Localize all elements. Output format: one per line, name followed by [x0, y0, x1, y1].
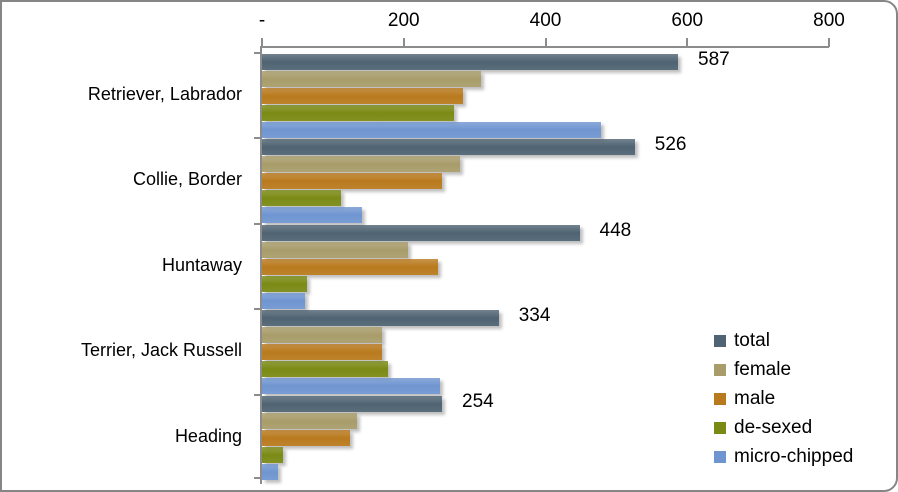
legend: total female male de-sexed micro-chipped	[714, 326, 853, 471]
legend-label: female	[734, 358, 792, 380]
bar-total	[262, 395, 443, 412]
legend-label: de-sexed	[734, 416, 813, 438]
bar-de-sexed	[262, 105, 455, 121]
x-tick-label: -	[258, 10, 266, 31]
x-axis-line	[262, 46, 829, 48]
category-label: Huntaway	[161, 254, 242, 275]
legend-swatch	[714, 421, 726, 434]
legend-item-female: female	[714, 355, 853, 384]
bar-micro-chipped	[262, 463, 279, 480]
x-tick-label: 200	[387, 10, 420, 31]
legend-label: male	[734, 387, 776, 409]
x-tick-label: 400	[529, 10, 562, 31]
category-label: Terrier, Jack Russell	[80, 340, 242, 361]
bar-male	[262, 258, 438, 275]
legend-swatch	[714, 334, 726, 347]
data-label-total: 334	[518, 305, 551, 327]
x-tick-label: 600	[671, 10, 704, 31]
bar-male	[262, 173, 443, 190]
bar-male	[262, 88, 463, 104]
legend-item-micro-chipped: micro-chipped	[714, 442, 853, 471]
bar-female	[262, 327, 383, 344]
bar-micro-chipped	[262, 122, 601, 138]
bar-female	[262, 71, 481, 87]
legend-item-total: total	[714, 326, 853, 355]
bar-total	[262, 139, 635, 156]
bar-male	[262, 344, 382, 361]
legend-label: total	[734, 329, 770, 351]
category-label: Retriever, Labrador	[87, 84, 242, 104]
x-tick-mark	[402, 38, 405, 47]
x-tick-mark	[544, 38, 547, 47]
legend-item-male: male	[714, 384, 853, 413]
x-tick-mark	[261, 38, 263, 47]
legend-label: micro-chipped	[734, 445, 854, 467]
bar-male	[262, 429, 350, 446]
bar-de-sexed	[262, 446, 284, 463]
y-tick-mark	[254, 52, 262, 54]
data-label-total: 254	[462, 390, 494, 412]
legend-swatch	[714, 392, 726, 405]
bar-total	[262, 310, 499, 327]
category-label: Collie, Border	[132, 169, 242, 190]
y-tick-mark	[254, 308, 262, 311]
legend-swatch	[714, 363, 726, 376]
legend-swatch	[714, 450, 726, 463]
bar-total	[262, 54, 679, 70]
bar-de-sexed	[262, 275, 307, 292]
bar-female	[262, 156, 460, 173]
x-tick-mark	[828, 38, 830, 47]
bar-de-sexed	[262, 190, 341, 207]
data-label-total: 448	[599, 219, 632, 241]
data-label-total: 587	[698, 49, 730, 70]
bar-micro-chipped	[262, 378, 440, 395]
y-axis-line	[260, 46, 262, 484]
bar-female	[262, 412, 357, 429]
bar-total	[262, 224, 580, 241]
bar-de-sexed	[262, 361, 389, 378]
legend-item-de-sexed: de-sexed	[714, 413, 853, 442]
bar-micro-chipped	[262, 207, 362, 224]
bar-female	[262, 241, 408, 258]
category-label: Heading	[174, 425, 242, 446]
y-tick-mark	[254, 393, 262, 396]
data-label-total: 526	[654, 134, 687, 156]
y-tick-mark	[254, 222, 262, 225]
y-tick-mark	[254, 137, 262, 140]
x-tick-label: 800	[813, 10, 845, 31]
x-tick-mark	[686, 38, 689, 47]
bar-micro-chipped	[262, 292, 306, 309]
y-tick-mark	[254, 477, 262, 479]
